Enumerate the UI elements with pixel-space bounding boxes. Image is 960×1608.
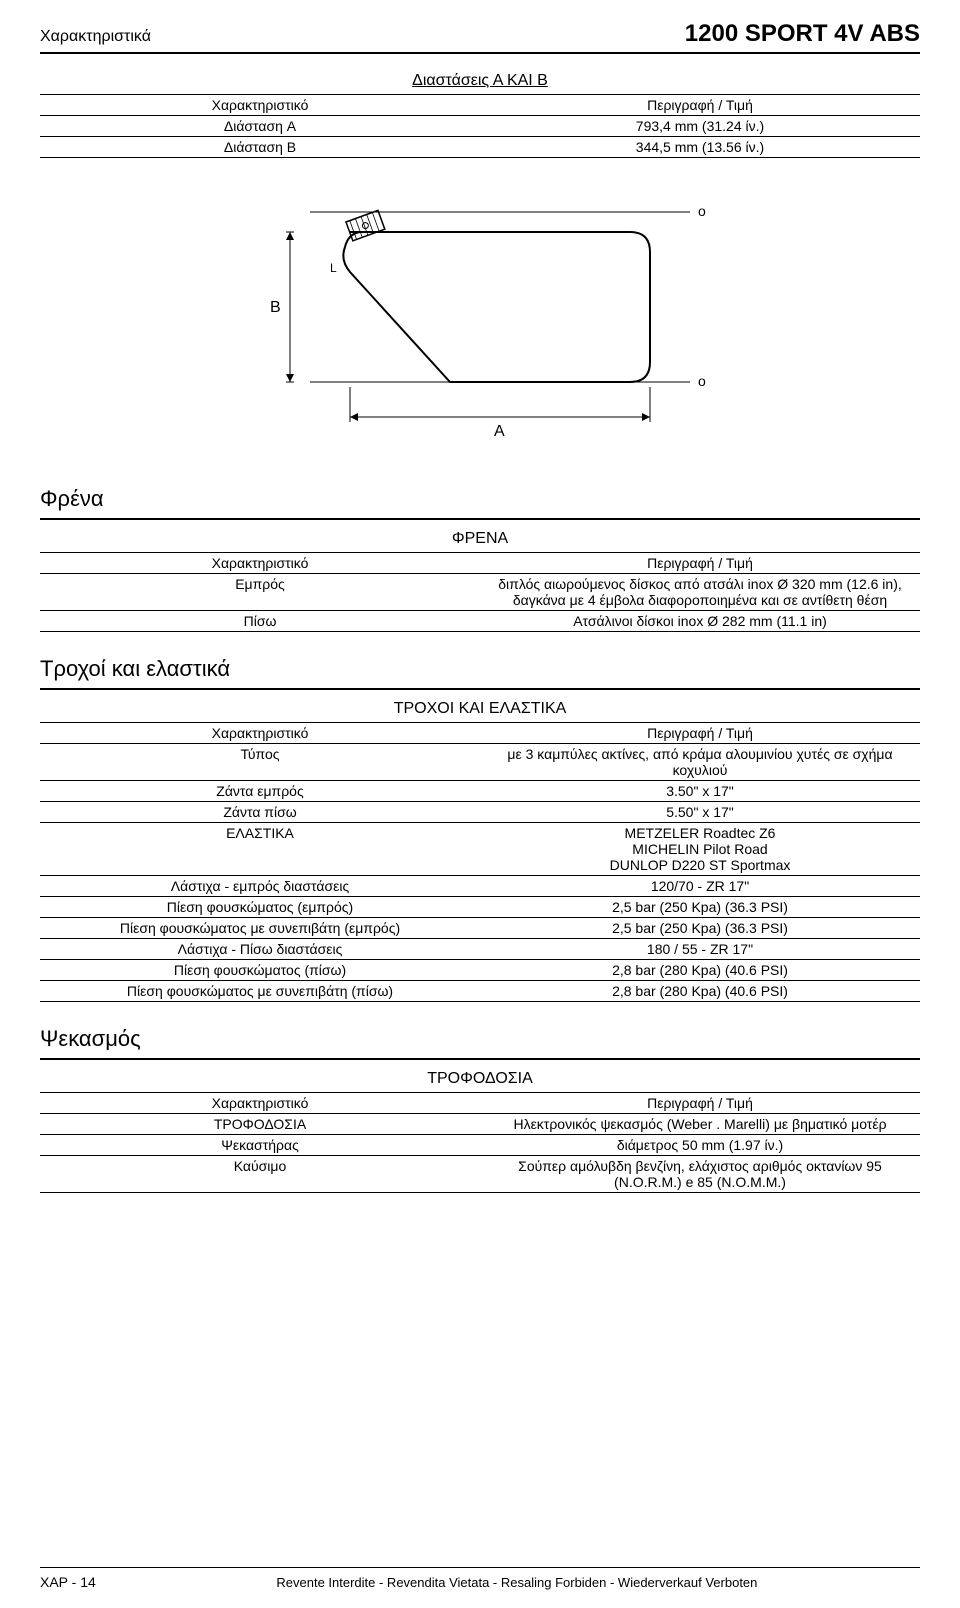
spec-val: 344,5 mm (13.56 ίν.) xyxy=(480,137,920,158)
table-row: Λάστιχα - εμπρός διαστάσεις120/70 - ZR 1… xyxy=(40,876,920,897)
spec-val: 5.50" x 17" xyxy=(480,802,920,823)
table-row: Πίεση φουσκώματος με συνεπιβάτη (πίσω)2,… xyxy=(40,981,920,1002)
fuel-title: ΤΡΟΦΟΔΟΣΙΑ xyxy=(40,1070,920,1088)
table-row: Πίεση φουσκώματος (πίσω)2,8 bar (280 Kpa… xyxy=(40,960,920,981)
spec-val: 120/70 - ZR 17" xyxy=(480,876,920,897)
spec-key: Πίεση φουσκώματος (πίσω) xyxy=(40,960,480,981)
divider xyxy=(40,518,920,520)
fuel-table: Χαρακτηριστικό Περιγραφή / Τιμή ΤΡΟΦΟΔΟΣ… xyxy=(40,1092,920,1193)
col-header: Περιγραφή / Τιμή xyxy=(480,95,920,116)
table-row: Πίεση φουσκώματος (εμπρός)2,5 bar (250 K… xyxy=(40,897,920,918)
table-row: Λάστιχα - Πίσω διαστάσεις180 / 55 - ZR 1… xyxy=(40,939,920,960)
table-row: Ψεκαστήραςδιάμετρος 50 mm (1.97 ίν.) xyxy=(40,1135,920,1156)
spec-key: Ζάντα πίσω xyxy=(40,802,480,823)
spec-key: ΤΡΟΦΟΔΟΣΙΑ xyxy=(40,1114,480,1135)
diagram-label-a: A xyxy=(494,423,505,440)
col-header: Χαρακτηριστικό xyxy=(40,95,480,116)
header-left: Χαρακτηριστικά xyxy=(40,28,151,46)
brakes-table: Χαρακτηριστικό Περιγραφή / Τιμή Εμπρός δ… xyxy=(40,552,920,632)
spec-key: Διάσταση A xyxy=(40,116,480,137)
table-row: ΤΡΟΦΟΔΟΣΙΑΗλεκτρονικός ψεκασμός (Weber .… xyxy=(40,1114,920,1135)
spec-val: METZELER Roadtec Z6 MICHELIN Pilot Road … xyxy=(480,823,920,876)
wheels-title: ΤΡΟΧΟΙ ΚΑΙ ΕΛΑΣΤΙΚΑ xyxy=(40,700,920,718)
table-row: Ζάντα πίσω5.50" x 17" xyxy=(40,802,920,823)
diagram-label-b: B xyxy=(270,299,281,316)
spec-val: διάμετρος 50 mm (1.97 ίν.) xyxy=(480,1135,920,1156)
diagram-label-l: L xyxy=(330,261,337,275)
spec-val: Σούπερ αμόλυβδη βενζίνη, ελάχιστος αριθμ… xyxy=(480,1156,920,1193)
dimensions-diagram: o o B L A xyxy=(250,182,710,462)
spec-val: 793,4 mm (31.24 ίν.) xyxy=(480,116,920,137)
spec-key: Λάστιχα - εμπρός διαστάσεις xyxy=(40,876,480,897)
spec-key: Ψεκαστήρας xyxy=(40,1135,480,1156)
spec-key: Πίεση φουσκώματος (εμπρός) xyxy=(40,897,480,918)
dimensions-title: Διαστάσεις Α ΚΑΙ Β xyxy=(40,72,920,90)
table-row: Εμπρός διπλός αιωρούμενος δίσκος από ατσ… xyxy=(40,574,920,611)
spec-val: 2,8 bar (280 Kpa) (40.6 PSI) xyxy=(480,960,920,981)
spec-val: Ατσάλινοι δίσκοι inox Ø 282 mm (11.1 in) xyxy=(480,611,920,632)
footer-legal: Revente Interdite - Revendita Vietata - … xyxy=(114,1575,920,1590)
col-header: Περιγραφή / Τιμή xyxy=(480,1093,920,1114)
spec-key: Λάστιχα - Πίσω διαστάσεις xyxy=(40,939,480,960)
brakes-title: ΦΡΕΝΑ xyxy=(40,530,920,548)
diagram-label-o-top: o xyxy=(698,203,706,219)
spec-val: 180 / 55 - ZR 17" xyxy=(480,939,920,960)
spec-val: 2,8 bar (280 Kpa) (40.6 PSI) xyxy=(480,981,920,1002)
col-header: Χαρακτηριστικό xyxy=(40,723,480,744)
spec-key: Καύσιμο xyxy=(40,1156,480,1193)
table-row: Πίεση φουσκώματος με συνεπιβάτη (εμπρός)… xyxy=(40,918,920,939)
col-header: Χαρακτηριστικό xyxy=(40,1093,480,1114)
spec-key: Πίεση φουσκώματος με συνεπιβάτη (πίσω) xyxy=(40,981,480,1002)
spec-val: διπλός αιωρούμενος δίσκος από ατσάλι ino… xyxy=(480,574,920,611)
diagram-label-o-bottom: o xyxy=(698,373,706,389)
divider xyxy=(40,1058,920,1060)
wheels-heading: Τροχοί και ελαστικά xyxy=(40,656,920,682)
wheels-table: Χαρακτηριστικό Περιγραφή / Τιμή Τύποςμε … xyxy=(40,722,920,1002)
table-row: Διάσταση B 344,5 mm (13.56 ίν.) xyxy=(40,137,920,158)
spec-key: Διάσταση B xyxy=(40,137,480,158)
footer-page-ref: ΧΑΡ - 14 xyxy=(40,1574,96,1590)
table-row: Διάσταση A 793,4 mm (31.24 ίν.) xyxy=(40,116,920,137)
spec-val: Ηλεκτρονικός ψεκασμός (Weber . Marelli) … xyxy=(480,1114,920,1135)
divider xyxy=(40,688,920,690)
spec-key: Πίσω xyxy=(40,611,480,632)
col-header: Χαρακτηριστικό xyxy=(40,553,480,574)
dimensions-table: Χαρακτηριστικό Περιγραφή / Τιμή Διάσταση… xyxy=(40,94,920,158)
injection-heading: Ψεκασμός xyxy=(40,1026,920,1052)
col-header: Περιγραφή / Τιμή xyxy=(480,723,920,744)
header-right: 1200 SPORT 4V ABS xyxy=(685,20,920,48)
table-row: Ζάντα εμπρός3.50" x 17" xyxy=(40,781,920,802)
spec-key: ΕΛΑΣΤΙΚΑ xyxy=(40,823,480,876)
page-header: Χαρακτηριστικά 1200 SPORT 4V ABS xyxy=(40,20,920,54)
spec-key: Τύπος xyxy=(40,744,480,781)
table-row: ΚαύσιμοΣούπερ αμόλυβδη βενζίνη, ελάχιστο… xyxy=(40,1156,920,1193)
brakes-heading: Φρένα xyxy=(40,486,920,512)
page-footer: ΧΑΡ - 14 Revente Interdite - Revendita V… xyxy=(40,1567,920,1590)
spec-key: Εμπρός xyxy=(40,574,480,611)
col-header: Περιγραφή / Τιμή xyxy=(480,553,920,574)
table-row: ΕΛΑΣΤΙΚΑMETZELER Roadtec Z6 MICHELIN Pil… xyxy=(40,823,920,876)
spec-val: με 3 καμπύλες ακτίνες, από κράμα αλουμιν… xyxy=(480,744,920,781)
table-row: Πίσω Ατσάλινοι δίσκοι inox Ø 282 mm (11.… xyxy=(40,611,920,632)
spec-key: Πίεση φουσκώματος με συνεπιβάτη (εμπρός) xyxy=(40,918,480,939)
table-row: Τύποςμε 3 καμπύλες ακτίνες, από κράμα αλ… xyxy=(40,744,920,781)
spec-val: 2,5 bar (250 Kpa) (36.3 PSI) xyxy=(480,897,920,918)
spec-key: Ζάντα εμπρός xyxy=(40,781,480,802)
spec-val: 2,5 bar (250 Kpa) (36.3 PSI) xyxy=(480,918,920,939)
spec-val: 3.50" x 17" xyxy=(480,781,920,802)
